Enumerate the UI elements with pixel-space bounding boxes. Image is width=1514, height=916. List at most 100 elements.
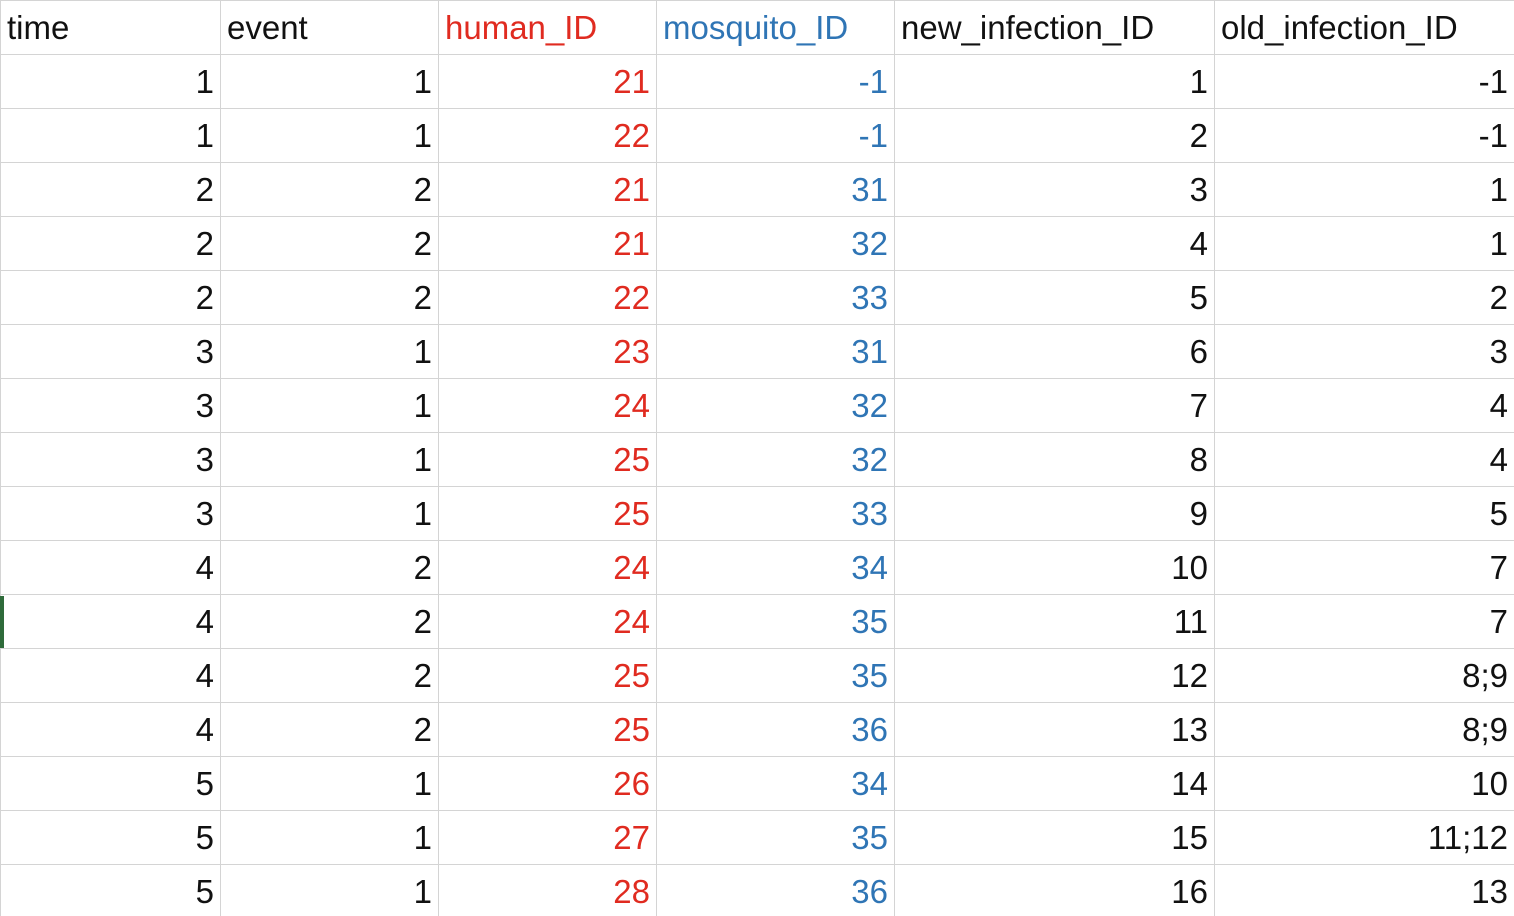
time-cell[interactable]: 1 bbox=[0, 108, 221, 163]
old-infection-id-cell[interactable]: 4 bbox=[1214, 432, 1514, 487]
event-cell[interactable]: 1 bbox=[220, 108, 439, 163]
time-cell[interactable]: 3 bbox=[0, 378, 221, 433]
human-id-cell[interactable]: 21 bbox=[438, 162, 657, 217]
new-infection-id-cell[interactable]: 11 bbox=[894, 594, 1215, 649]
event-cell[interactable]: 2 bbox=[220, 216, 439, 271]
new-infection-id-cell[interactable]: 2 bbox=[894, 108, 1215, 163]
new-infection-id-cell[interactable]: 6 bbox=[894, 324, 1215, 379]
column-header-new-infection-id[interactable]: new_infection_ID bbox=[894, 0, 1215, 55]
human-id-cell[interactable]: 27 bbox=[438, 810, 657, 865]
mosquito-id-cell[interactable]: 33 bbox=[656, 270, 895, 325]
time-cell[interactable]: 4 bbox=[0, 540, 221, 595]
human-id-cell[interactable]: 22 bbox=[438, 270, 657, 325]
old-infection-id-cell[interactable]: 13 bbox=[1214, 864, 1514, 916]
human-id-cell[interactable]: 24 bbox=[438, 594, 657, 649]
new-infection-id-cell[interactable]: 12 bbox=[894, 648, 1215, 703]
time-cell[interactable]: 4 bbox=[0, 702, 221, 757]
old-infection-id-cell[interactable]: -1 bbox=[1214, 54, 1514, 109]
event-cell[interactable]: 1 bbox=[220, 324, 439, 379]
event-cell[interactable]: 2 bbox=[220, 594, 439, 649]
event-cell[interactable]: 1 bbox=[220, 810, 439, 865]
time-cell[interactable]: 1 bbox=[0, 54, 221, 109]
human-id-cell[interactable]: 24 bbox=[438, 378, 657, 433]
time-cell[interactable]: 3 bbox=[0, 486, 221, 541]
human-id-cell[interactable]: 21 bbox=[438, 216, 657, 271]
new-infection-id-cell[interactable]: 16 bbox=[894, 864, 1215, 916]
old-infection-id-cell[interactable]: 1 bbox=[1214, 162, 1514, 217]
event-cell[interactable]: 1 bbox=[220, 864, 439, 916]
human-id-cell[interactable]: 23 bbox=[438, 324, 657, 379]
mosquito-id-cell[interactable]: 36 bbox=[656, 864, 895, 916]
human-id-cell[interactable]: 21 bbox=[438, 54, 657, 109]
old-infection-id-cell[interactable]: 3 bbox=[1214, 324, 1514, 379]
time-cell[interactable]: 4 bbox=[0, 594, 221, 649]
old-infection-id-cell[interactable]: 4 bbox=[1214, 378, 1514, 433]
event-cell[interactable]: 2 bbox=[220, 270, 439, 325]
old-infection-id-cell[interactable]: 7 bbox=[1214, 540, 1514, 595]
mosquito-id-cell[interactable]: 34 bbox=[656, 540, 895, 595]
new-infection-id-cell[interactable]: 1 bbox=[894, 54, 1215, 109]
new-infection-id-cell[interactable]: 14 bbox=[894, 756, 1215, 811]
new-infection-id-cell[interactable]: 7 bbox=[894, 378, 1215, 433]
event-cell[interactable]: 2 bbox=[220, 162, 439, 217]
mosquito-id-cell[interactable]: 35 bbox=[656, 594, 895, 649]
mosquito-id-cell[interactable]: 35 bbox=[656, 648, 895, 703]
old-infection-id-cell[interactable]: 5 bbox=[1214, 486, 1514, 541]
new-infection-id-cell[interactable]: 13 bbox=[894, 702, 1215, 757]
human-id-cell[interactable]: 25 bbox=[438, 702, 657, 757]
human-id-cell[interactable]: 25 bbox=[438, 486, 657, 541]
time-cell[interactable]: 2 bbox=[0, 162, 221, 217]
time-cell[interactable]: 5 bbox=[0, 756, 221, 811]
mosquito-id-cell[interactable]: 31 bbox=[656, 324, 895, 379]
new-infection-id-cell[interactable]: 10 bbox=[894, 540, 1215, 595]
event-cell[interactable]: 2 bbox=[220, 540, 439, 595]
human-id-cell[interactable]: 25 bbox=[438, 432, 657, 487]
new-infection-id-cell[interactable]: 5 bbox=[894, 270, 1215, 325]
mosquito-id-cell[interactable]: 35 bbox=[656, 810, 895, 865]
human-id-cell[interactable]: 22 bbox=[438, 108, 657, 163]
human-id-cell[interactable]: 24 bbox=[438, 540, 657, 595]
mosquito-id-cell[interactable]: 36 bbox=[656, 702, 895, 757]
mosquito-id-cell[interactable]: 31 bbox=[656, 162, 895, 217]
human-id-cell[interactable]: 28 bbox=[438, 864, 657, 916]
mosquito-id-cell[interactable]: -1 bbox=[656, 108, 895, 163]
old-infection-id-cell[interactable]: 8;9 bbox=[1214, 648, 1514, 703]
time-cell[interactable]: 5 bbox=[0, 810, 221, 865]
old-infection-id-cell[interactable]: 7 bbox=[1214, 594, 1514, 649]
event-cell[interactable]: 2 bbox=[220, 702, 439, 757]
event-cell[interactable]: 1 bbox=[220, 54, 439, 109]
mosquito-id-cell[interactable]: 33 bbox=[656, 486, 895, 541]
old-infection-id-cell[interactable]: 11;12 bbox=[1214, 810, 1514, 865]
new-infection-id-cell[interactable]: 3 bbox=[894, 162, 1215, 217]
event-cell[interactable]: 1 bbox=[220, 486, 439, 541]
time-cell[interactable]: 2 bbox=[0, 216, 221, 271]
column-header-old-infection-id[interactable]: old_infection_ID bbox=[1214, 0, 1514, 55]
old-infection-id-cell[interactable]: 1 bbox=[1214, 216, 1514, 271]
mosquito-id-cell[interactable]: 34 bbox=[656, 756, 895, 811]
old-infection-id-cell[interactable]: 10 bbox=[1214, 756, 1514, 811]
mosquito-id-cell[interactable]: 32 bbox=[656, 432, 895, 487]
new-infection-id-cell[interactable]: 8 bbox=[894, 432, 1215, 487]
old-infection-id-cell[interactable]: -1 bbox=[1214, 108, 1514, 163]
old-infection-id-cell[interactable]: 2 bbox=[1214, 270, 1514, 325]
new-infection-id-cell[interactable]: 15 bbox=[894, 810, 1215, 865]
new-infection-id-cell[interactable]: 4 bbox=[894, 216, 1215, 271]
human-id-cell[interactable]: 25 bbox=[438, 648, 657, 703]
human-id-cell[interactable]: 26 bbox=[438, 756, 657, 811]
column-header-mosquito-id[interactable]: mosquito_ID bbox=[656, 0, 895, 55]
event-cell[interactable]: 1 bbox=[220, 378, 439, 433]
column-header-event[interactable]: event bbox=[220, 0, 439, 55]
new-infection-id-cell[interactable]: 9 bbox=[894, 486, 1215, 541]
time-cell[interactable]: 5 bbox=[0, 864, 221, 916]
column-header-time[interactable]: time bbox=[0, 0, 221, 55]
time-cell[interactable]: 2 bbox=[0, 270, 221, 325]
time-cell[interactable]: 3 bbox=[0, 432, 221, 487]
column-header-human-id[interactable]: human_ID bbox=[438, 0, 657, 55]
mosquito-id-cell[interactable]: 32 bbox=[656, 216, 895, 271]
time-cell[interactable]: 3 bbox=[0, 324, 221, 379]
event-cell[interactable]: 2 bbox=[220, 648, 439, 703]
event-cell[interactable]: 1 bbox=[220, 432, 439, 487]
old-infection-id-cell[interactable]: 8;9 bbox=[1214, 702, 1514, 757]
mosquito-id-cell[interactable]: 32 bbox=[656, 378, 895, 433]
event-cell[interactable]: 1 bbox=[220, 756, 439, 811]
